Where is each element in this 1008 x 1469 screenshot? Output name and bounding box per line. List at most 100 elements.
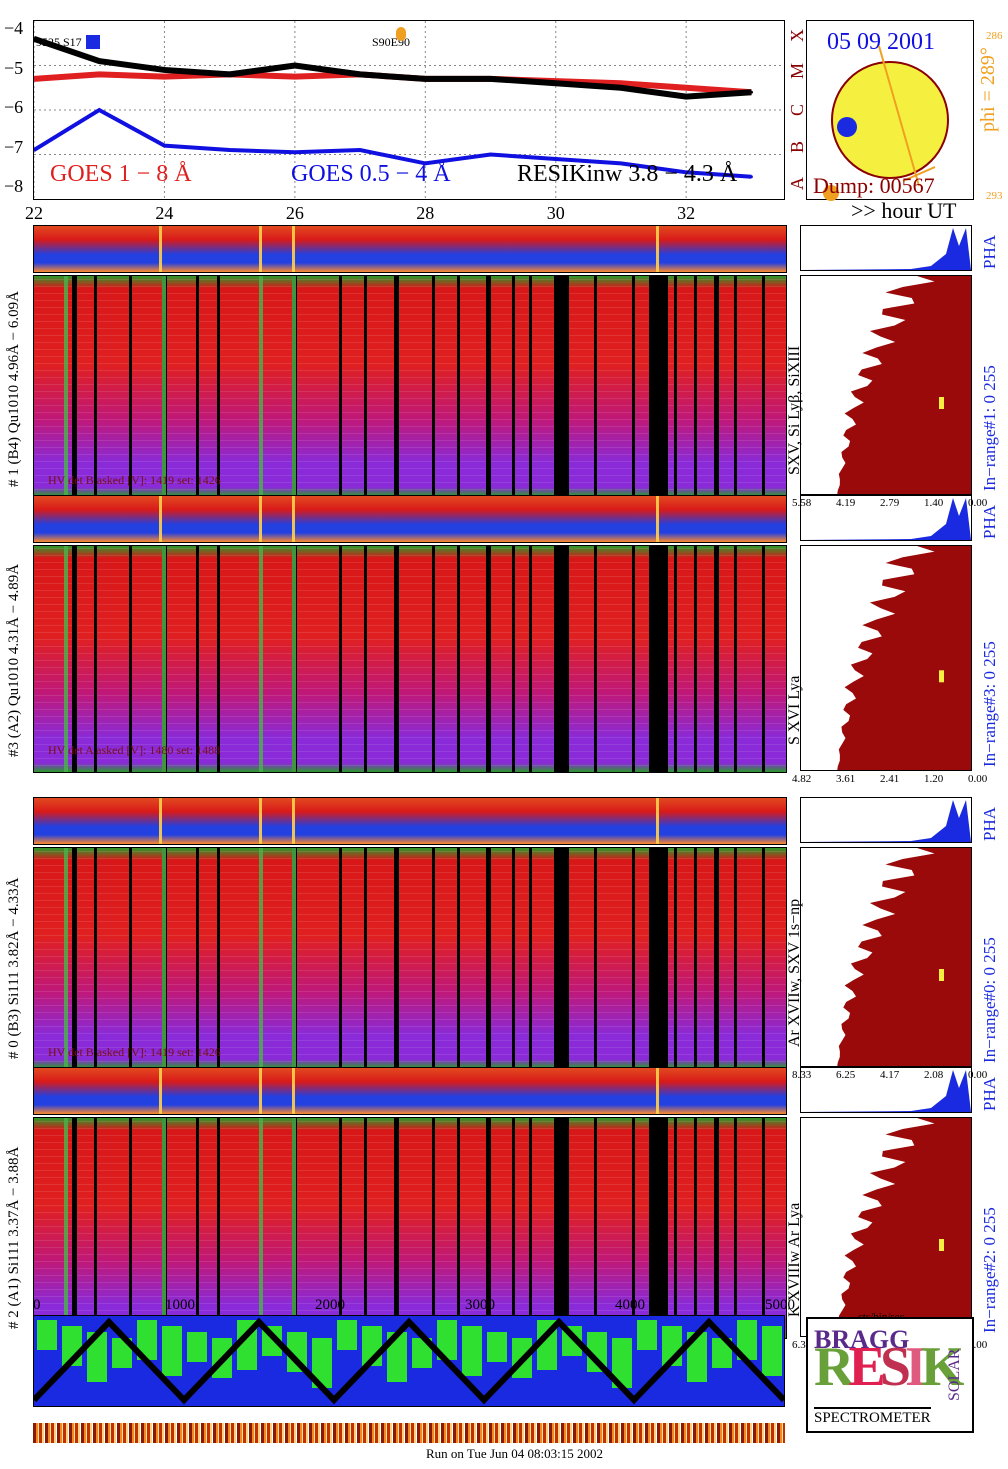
green-blob xyxy=(287,1332,307,1372)
data-gap xyxy=(486,1118,491,1338)
goes-data-point xyxy=(97,72,101,76)
data-gap xyxy=(674,276,677,496)
data-gap xyxy=(217,546,220,772)
goes-data-point xyxy=(97,59,101,63)
flare-line xyxy=(656,496,659,542)
data-gap xyxy=(654,276,668,496)
data-gap xyxy=(432,276,435,496)
goes-data-point xyxy=(162,68,166,72)
flare-line xyxy=(159,1068,162,1114)
data-gap xyxy=(694,276,697,496)
goes-class-letter: X xyxy=(787,29,807,42)
data-gap xyxy=(734,276,737,496)
goes-x-tick: 30 xyxy=(546,203,565,223)
green-blob xyxy=(87,1332,107,1382)
data-gap xyxy=(72,276,77,496)
goes-class-letter: C xyxy=(787,103,807,116)
data-gap xyxy=(529,1118,532,1338)
data-gap xyxy=(394,1118,399,1338)
hv-readout: HV det B asked [V]: 1419 set: 1426 xyxy=(48,1045,221,1059)
data-gap xyxy=(554,276,566,496)
data-gap xyxy=(594,276,597,496)
green-blob xyxy=(637,1320,657,1350)
goes-data-point xyxy=(34,148,36,152)
hist-tick: 0.00 xyxy=(968,497,988,509)
phi-label: phi = 289° xyxy=(977,47,999,132)
histogram-shape xyxy=(837,848,971,1068)
green-line xyxy=(162,546,166,772)
goes-data-point xyxy=(684,95,688,99)
goes-data-point xyxy=(423,161,427,165)
ar-marker-orange xyxy=(396,27,406,41)
hist-tick: 5.58 xyxy=(792,497,812,509)
goes-data-point xyxy=(358,72,362,76)
data-gap xyxy=(554,546,566,772)
data-gap xyxy=(714,276,719,496)
goes-class-letter: A xyxy=(787,177,807,190)
goes-data-point xyxy=(684,86,688,90)
goes-class-letter: B xyxy=(787,140,807,153)
green-line xyxy=(292,276,296,496)
data-gap xyxy=(714,1118,719,1338)
data-gap xyxy=(457,276,460,496)
data-gap xyxy=(486,276,491,496)
flare-line xyxy=(259,1068,262,1114)
data-gap xyxy=(217,276,220,496)
spectrogram xyxy=(33,545,787,773)
data-gap xyxy=(632,276,635,496)
goes-plot: 9525 S17 S90E90 GOES 1 − 8 Å GOES 0.5 − … xyxy=(33,20,785,200)
goes-data-point xyxy=(162,144,166,148)
data-gap xyxy=(364,848,367,1068)
flare-line xyxy=(259,798,262,844)
data-gap xyxy=(564,276,569,496)
position-svg xyxy=(34,1317,784,1405)
goes-data-point xyxy=(358,148,362,152)
data-gap xyxy=(734,546,737,772)
dump-label: Dump: 00567 xyxy=(813,173,935,198)
goes-data-point xyxy=(228,72,232,76)
hv-readout: HV det B asked [V]: 1419 set: 1426 xyxy=(48,473,221,487)
data-gap xyxy=(762,1118,765,1338)
data-gap xyxy=(339,848,342,1068)
pha-histogram xyxy=(800,225,972,271)
goes-data-point xyxy=(489,153,493,156)
pha-label: PHA xyxy=(980,1076,999,1111)
data-gap xyxy=(512,848,515,1068)
goes-x-tick: 24 xyxy=(155,203,174,223)
flare-line xyxy=(159,798,162,844)
flare-line xyxy=(159,496,162,542)
spectrogram xyxy=(33,275,787,497)
range-marker xyxy=(939,397,944,409)
data-gap xyxy=(649,848,654,1068)
ar-marker-blue xyxy=(86,35,100,49)
data-gap xyxy=(734,1118,737,1338)
data-gap xyxy=(217,848,220,1068)
green-blob xyxy=(712,1338,732,1368)
data-gap xyxy=(714,848,719,1068)
data-gap xyxy=(632,848,635,1068)
hist-tick: 4.17 xyxy=(880,1069,900,1081)
data-gap xyxy=(196,276,199,496)
flare-line xyxy=(159,226,162,272)
count-histogram xyxy=(800,275,972,496)
goes-data-point xyxy=(619,161,623,165)
goes-series-line xyxy=(34,35,752,100)
logo-solar: SOLAR xyxy=(946,1348,963,1401)
data-gap xyxy=(457,1118,460,1338)
sun-region-orange xyxy=(823,185,839,201)
pha-curve xyxy=(801,498,971,540)
goes-y-tick: −6 xyxy=(4,97,24,117)
pha-histogram xyxy=(800,797,972,843)
flare-line xyxy=(259,496,262,542)
pha-curve xyxy=(801,800,971,842)
count-histogram xyxy=(800,847,972,1068)
sun-panel: 05 09 2001 Dump: 00567 xyxy=(806,20,974,201)
data-gap xyxy=(512,546,515,772)
goes-data-point xyxy=(293,64,297,67)
data-gap xyxy=(564,1118,569,1338)
goes-data-point xyxy=(684,170,688,174)
data-gap xyxy=(512,1118,515,1338)
logo-spectrometer: SPECTROMETER xyxy=(814,1407,931,1427)
goes-data-point xyxy=(162,75,166,79)
green-blob xyxy=(462,1326,482,1376)
